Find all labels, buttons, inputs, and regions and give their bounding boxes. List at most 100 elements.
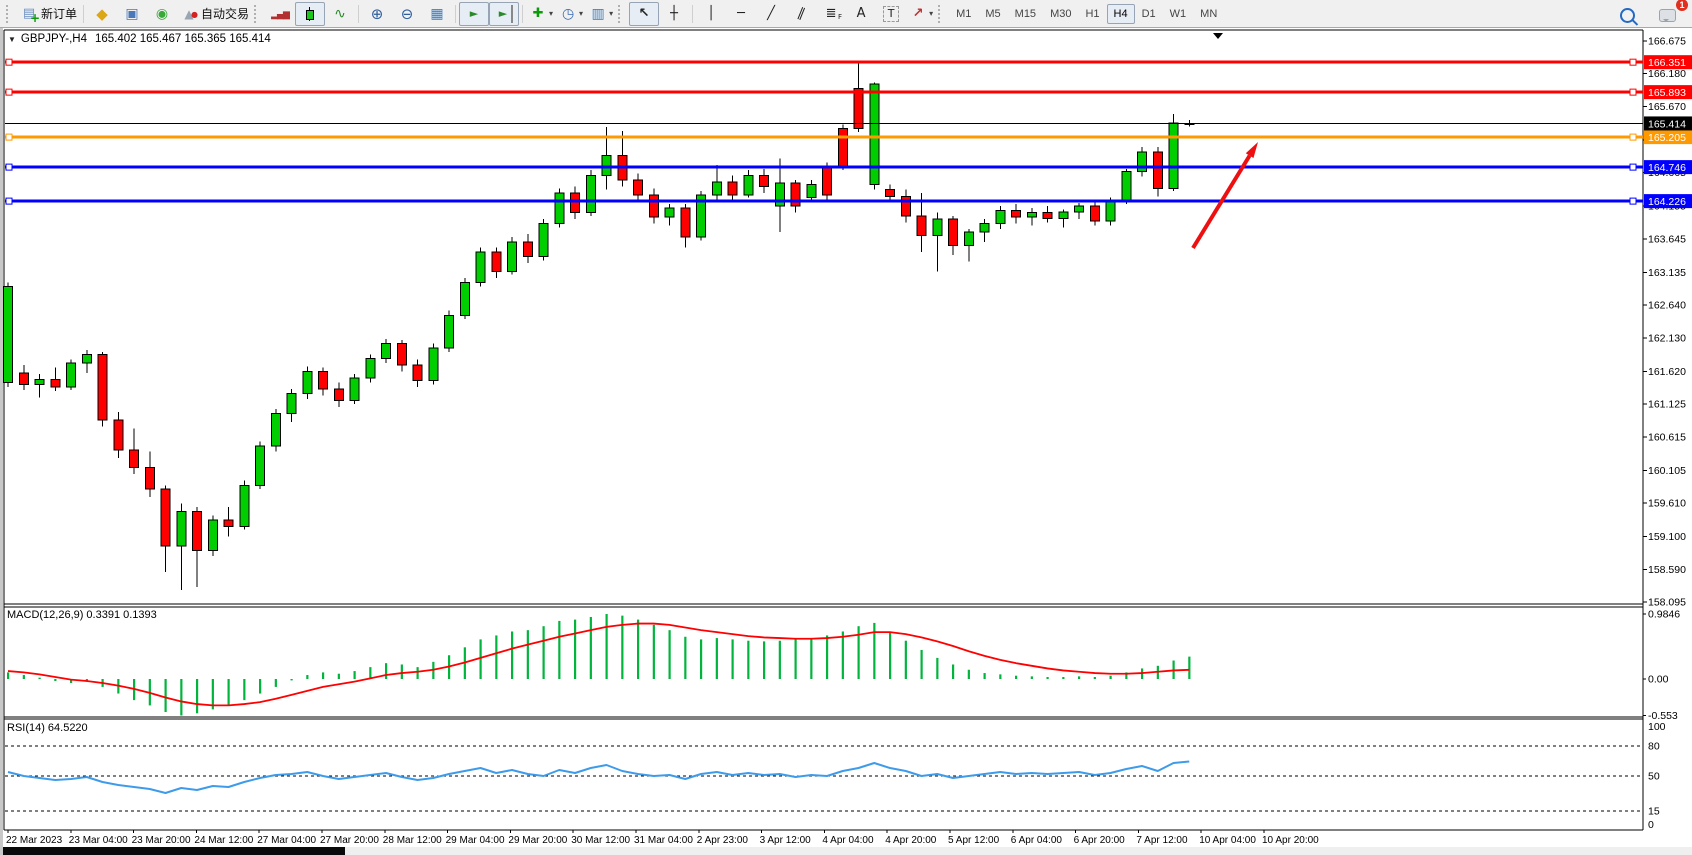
macd-histogram-bar [920, 649, 923, 679]
docked-panel-edge[interactable] [3, 847, 345, 855]
arrows-button[interactable]: ▾ [906, 2, 936, 26]
timeframe-m1-button[interactable]: M1 [956, 7, 972, 20]
time-label: 27 Mar 04:00 [257, 835, 316, 846]
candle-body [1042, 212, 1053, 220]
rsi-name: RSI(14) [7, 722, 45, 734]
trendline-button[interactable] [756, 2, 786, 26]
auto-trading-button[interactable]: 自动交易 [177, 2, 252, 26]
arrows-dropdown-icon[interactable]: ▾ [929, 9, 934, 18]
trend-arrow-head[interactable] [1245, 142, 1258, 158]
timeframe-m30-button[interactable]: M30 [1050, 7, 1072, 20]
hline-handle[interactable] [5, 58, 13, 66]
candle-body [160, 488, 171, 547]
auto-trading-icon [180, 5, 198, 24]
hline-handle[interactable] [1629, 197, 1637, 205]
zoom-in-icon [368, 5, 386, 23]
hline-handle[interactable] [5, 88, 13, 96]
candle-body [491, 251, 502, 272]
timeframe-h4-button[interactable]: H4 [1106, 3, 1135, 24]
indicators-icon [529, 5, 547, 23]
toolbar-grip[interactable] [618, 4, 625, 23]
toolbar-grip[interactable] [6, 4, 13, 23]
candle-body [239, 484, 250, 527]
candlestick-chart-button[interactable] [295, 1, 326, 26]
horizontal-line-button[interactable] [726, 2, 756, 26]
periods-button[interactable]: ▾ [556, 2, 586, 26]
time-label: 5 Apr 12:00 [948, 835, 1000, 846]
time-label: 27 Mar 20:00 [320, 835, 379, 846]
time-label: 2 Apr 23:00 [697, 835, 749, 846]
signals-button[interactable] [147, 2, 177, 26]
candle-body [1058, 211, 1069, 220]
time-label: 28 Mar 12:00 [383, 835, 442, 846]
hline-handle[interactable] [1629, 133, 1637, 141]
candle-body [113, 419, 124, 451]
line-chart-button[interactable] [325, 2, 355, 26]
auto-scroll-button[interactable] [459, 1, 490, 26]
zoom-in-button[interactable] [362, 2, 392, 26]
profiles-button[interactable] [117, 2, 147, 26]
zoom-out-button[interactable] [392, 2, 422, 26]
hline-price-label: 165.205 [1648, 132, 1686, 144]
candle-body [1026, 212, 1037, 218]
timeframe-w1-button[interactable]: W1 [1169, 7, 1187, 20]
toolbar-grip[interactable] [254, 4, 261, 23]
crosshair-icon [665, 5, 683, 23]
vertical-line-button[interactable] [696, 2, 726, 26]
indicators-dropdown-icon[interactable]: ▾ [549, 9, 554, 18]
candle-body [270, 412, 281, 447]
periods-dropdown-icon[interactable]: ▾ [579, 9, 584, 18]
macd-histogram-bar [1188, 656, 1191, 679]
price-tick-label: 158.095 [1648, 596, 1686, 608]
text-label-button[interactable] [876, 2, 906, 26]
timeframe-d1-button[interactable]: D1 [1141, 7, 1156, 20]
cursor-button[interactable] [629, 1, 660, 26]
new-order-button[interactable]: 新订单 [17, 2, 80, 27]
candle-body [444, 314, 454, 349]
search-button[interactable] [1612, 2, 1642, 26]
trend-arrow-line[interactable] [1191, 154, 1252, 250]
candle-body [743, 174, 754, 196]
new-chart-button[interactable] [87, 2, 117, 26]
candle-body [34, 378, 45, 386]
candle-body [1121, 170, 1132, 203]
candle-body [18, 372, 29, 386]
fibonacci-button[interactable] [816, 2, 846, 26]
chart-symbol-title: ▼ GBPJPY-,H4 165.402 165.467 165.365 165.4… [8, 33, 271, 45]
timeframe-h1-button[interactable]: H1 [1085, 7, 1100, 20]
price-tick-label: 159.100 [1648, 531, 1686, 543]
new-order-label: 新订单 [41, 7, 78, 21]
hline-price-label: 166.351 [1648, 57, 1686, 69]
templates-button[interactable]: ▾ [586, 2, 616, 26]
candle-body [601, 155, 612, 176]
equidistant-channel-button[interactable] [786, 2, 816, 26]
line-chart-icon [331, 5, 349, 23]
toolbar-grip[interactable] [938, 4, 945, 23]
macd-histogram-bar [889, 631, 892, 679]
templates-dropdown-icon[interactable]: ▾ [609, 9, 614, 18]
time-label: 23 Mar 20:00 [132, 835, 191, 846]
timeframe-m15-button[interactable]: M15 [1014, 7, 1037, 20]
timeframe-mn-button[interactable]: MN [1200, 7, 1218, 20]
hline-handle[interactable] [1629, 88, 1637, 96]
rsi-line [7, 760, 1190, 794]
chart-shift-marker-icon[interactable] [1213, 33, 1223, 39]
hline-handle[interactable] [5, 197, 13, 205]
hline-handle[interactable] [5, 133, 13, 141]
hline-handle[interactable] [1629, 58, 1637, 66]
tile-windows-icon [428, 5, 446, 23]
bar-chart-button[interactable] [265, 2, 295, 26]
text-button[interactable] [846, 2, 876, 26]
tile-windows-button[interactable] [422, 2, 452, 26]
hline-handle[interactable] [1629, 163, 1637, 171]
hline-handle[interactable] [5, 163, 13, 171]
notifications-button[interactable]: 1 [1652, 0, 1688, 26]
hline-price-label-bg [1644, 194, 1692, 209]
timeframe-m5-button[interactable]: M5 [985, 7, 1001, 20]
candle-body [349, 377, 360, 401]
indicators-button[interactable]: ▾ [526, 2, 556, 26]
chart-menu-triangle-icon[interactable]: ▼ [8, 35, 16, 44]
candle-body [302, 370, 313, 395]
chart-shift-button[interactable] [489, 1, 520, 26]
crosshair-button[interactable] [659, 2, 689, 26]
